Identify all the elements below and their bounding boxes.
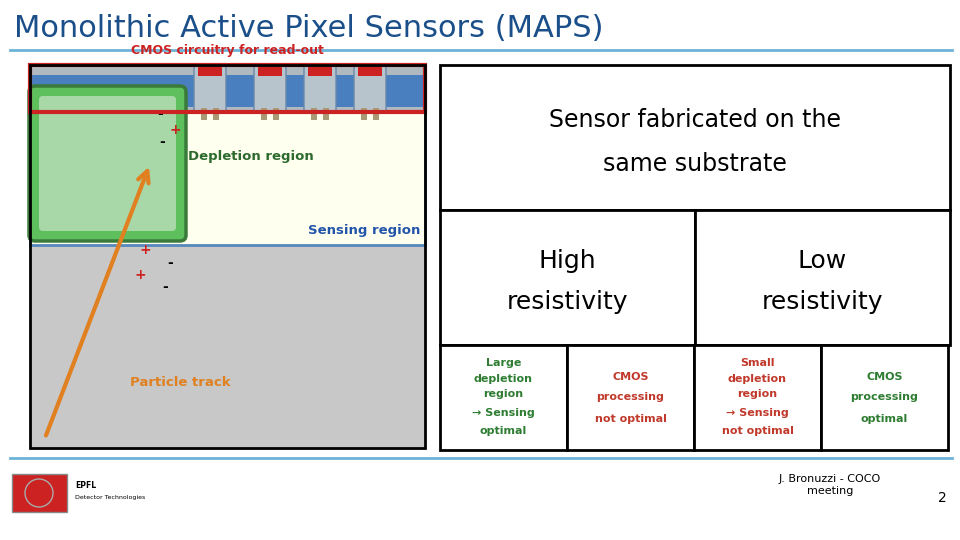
Bar bbox=[30, 75, 425, 107]
Text: Sensing region: Sensing region bbox=[307, 224, 420, 237]
Text: Sensor fabricated on the: Sensor fabricated on the bbox=[549, 108, 841, 132]
FancyBboxPatch shape bbox=[254, 66, 286, 112]
Bar bbox=[361, 108, 367, 120]
Bar bbox=[201, 108, 207, 120]
Text: processing: processing bbox=[851, 393, 919, 402]
Text: +: + bbox=[169, 123, 180, 137]
Bar bbox=[440, 345, 567, 450]
Bar bbox=[198, 66, 222, 76]
Text: CMOS circuitry for read-out: CMOS circuitry for read-out bbox=[132, 44, 324, 57]
Bar bbox=[695, 210, 950, 345]
Text: region: region bbox=[484, 389, 523, 400]
Text: -: - bbox=[157, 107, 163, 121]
Bar bbox=[213, 108, 219, 120]
Text: → Sensing: → Sensing bbox=[726, 408, 789, 418]
FancyBboxPatch shape bbox=[304, 66, 336, 112]
Text: Large: Large bbox=[486, 358, 521, 368]
Bar bbox=[373, 108, 379, 120]
Text: -: - bbox=[162, 280, 168, 294]
Text: same substrate: same substrate bbox=[603, 152, 787, 176]
Bar bbox=[30, 65, 425, 112]
Text: +: + bbox=[139, 243, 151, 257]
Bar bbox=[273, 108, 279, 120]
Text: resistivity: resistivity bbox=[761, 290, 883, 314]
FancyBboxPatch shape bbox=[39, 96, 176, 231]
Text: -: - bbox=[159, 135, 165, 149]
Text: 2: 2 bbox=[938, 491, 947, 505]
Text: not optimal: not optimal bbox=[594, 414, 666, 423]
Text: depletion: depletion bbox=[474, 374, 533, 383]
Text: processing: processing bbox=[596, 393, 664, 402]
Bar bbox=[30, 65, 425, 112]
Text: optimal: optimal bbox=[480, 426, 527, 436]
Bar bbox=[821, 345, 948, 450]
Text: High: High bbox=[539, 249, 596, 273]
Bar bbox=[567, 345, 694, 450]
Text: optimal: optimal bbox=[861, 414, 908, 423]
Bar bbox=[30, 245, 425, 448]
Text: region: region bbox=[737, 389, 778, 400]
FancyBboxPatch shape bbox=[29, 86, 186, 241]
FancyBboxPatch shape bbox=[194, 66, 226, 112]
Bar bbox=[694, 345, 821, 450]
Text: Small: Small bbox=[740, 358, 775, 368]
Text: not optimal: not optimal bbox=[722, 426, 793, 436]
Circle shape bbox=[25, 479, 53, 507]
Bar bbox=[311, 108, 317, 120]
Bar bbox=[30, 112, 425, 245]
Bar bbox=[308, 66, 332, 76]
Bar bbox=[12, 474, 67, 512]
Bar bbox=[440, 65, 950, 210]
Text: resistivity: resistivity bbox=[507, 290, 628, 314]
Bar bbox=[440, 210, 695, 345]
Text: Depletion region: Depletion region bbox=[188, 150, 314, 163]
Text: Particle track: Particle track bbox=[130, 376, 230, 389]
Text: depletion: depletion bbox=[728, 374, 787, 383]
Text: Low: Low bbox=[798, 249, 847, 273]
Text: J. Bronuzzi - COCO
meeting: J. Bronuzzi - COCO meeting bbox=[779, 474, 881, 496]
Text: CMOS: CMOS bbox=[612, 372, 649, 381]
Text: -: - bbox=[167, 256, 173, 270]
Text: Detector Technologies: Detector Technologies bbox=[75, 495, 145, 500]
Text: EPFL: EPFL bbox=[75, 481, 96, 489]
Text: CMOS: CMOS bbox=[866, 372, 902, 381]
Bar bbox=[358, 66, 382, 76]
Bar bbox=[258, 66, 282, 76]
Text: Monolithic Active Pixel Sensors (MAPS): Monolithic Active Pixel Sensors (MAPS) bbox=[14, 14, 604, 43]
Text: → Sensing: → Sensing bbox=[472, 408, 535, 418]
FancyBboxPatch shape bbox=[354, 66, 386, 112]
Bar bbox=[30, 65, 425, 448]
Bar bbox=[323, 108, 329, 120]
Bar bbox=[261, 108, 267, 120]
Text: +: + bbox=[134, 268, 146, 282]
